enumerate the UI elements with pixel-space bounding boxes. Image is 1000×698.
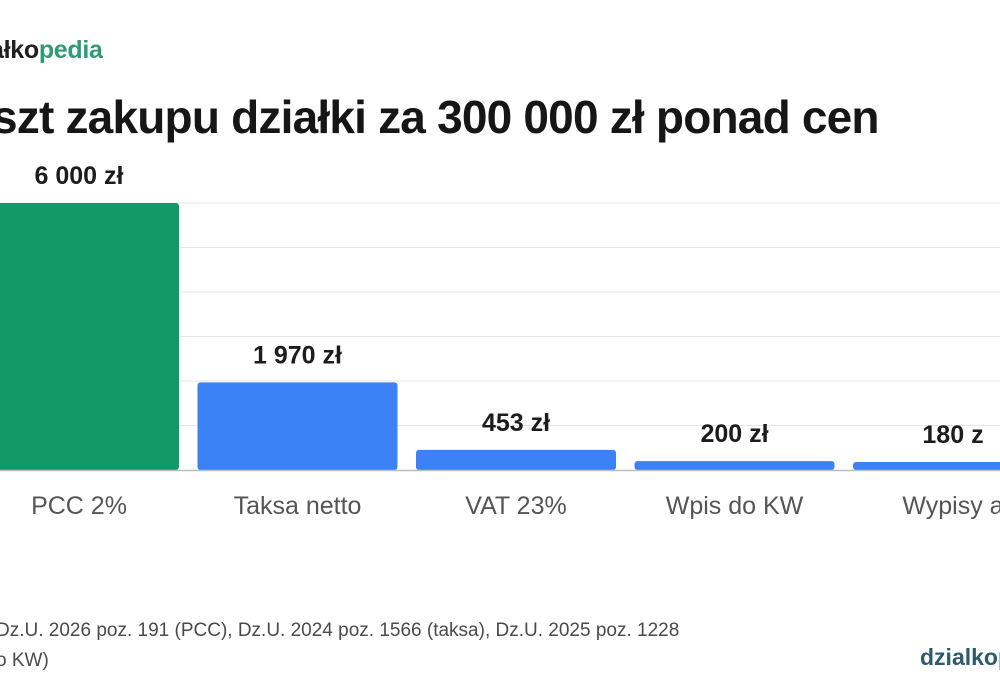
category-label: PCC 2% [31,492,127,520]
bar-5 [853,461,1000,470]
brand-logo: ałkopedia [0,36,103,65]
source-line-2: o KW) [0,650,49,671]
bar-2 [197,382,398,470]
category-label: Wypisy a [902,492,1000,520]
bar-1 [0,203,179,470]
bar-3 [416,449,616,470]
chart-title: szt zakupu działki za 300 000 zł ponad c… [0,91,880,143]
bar-4 [634,461,835,470]
source-note: Dz.U. 2026 poz. 191 (PCC), Dz.U. 2024 po… [0,616,679,676]
category-label: VAT 23% [465,492,566,520]
category-label: Wpis do KW [666,492,804,520]
brand-logo-part2: pedia [38,36,103,64]
bar-value-label: 200 zł [700,420,768,448]
category-label: Taksa netto [234,492,362,520]
bar-value-label: 453 zł [482,409,550,437]
bar-value-label: 180 z [922,421,983,449]
source-line-1: Dz.U. 2026 poz. 191 (PCC), Dz.U. 2024 po… [0,620,680,641]
brand-logo-part1: ałko [0,36,39,64]
bar-value-label: 6 000 zł [35,162,124,190]
bar-value-label: 1 970 zł [253,341,342,369]
footer-brand: dzialkop [920,644,1000,670]
